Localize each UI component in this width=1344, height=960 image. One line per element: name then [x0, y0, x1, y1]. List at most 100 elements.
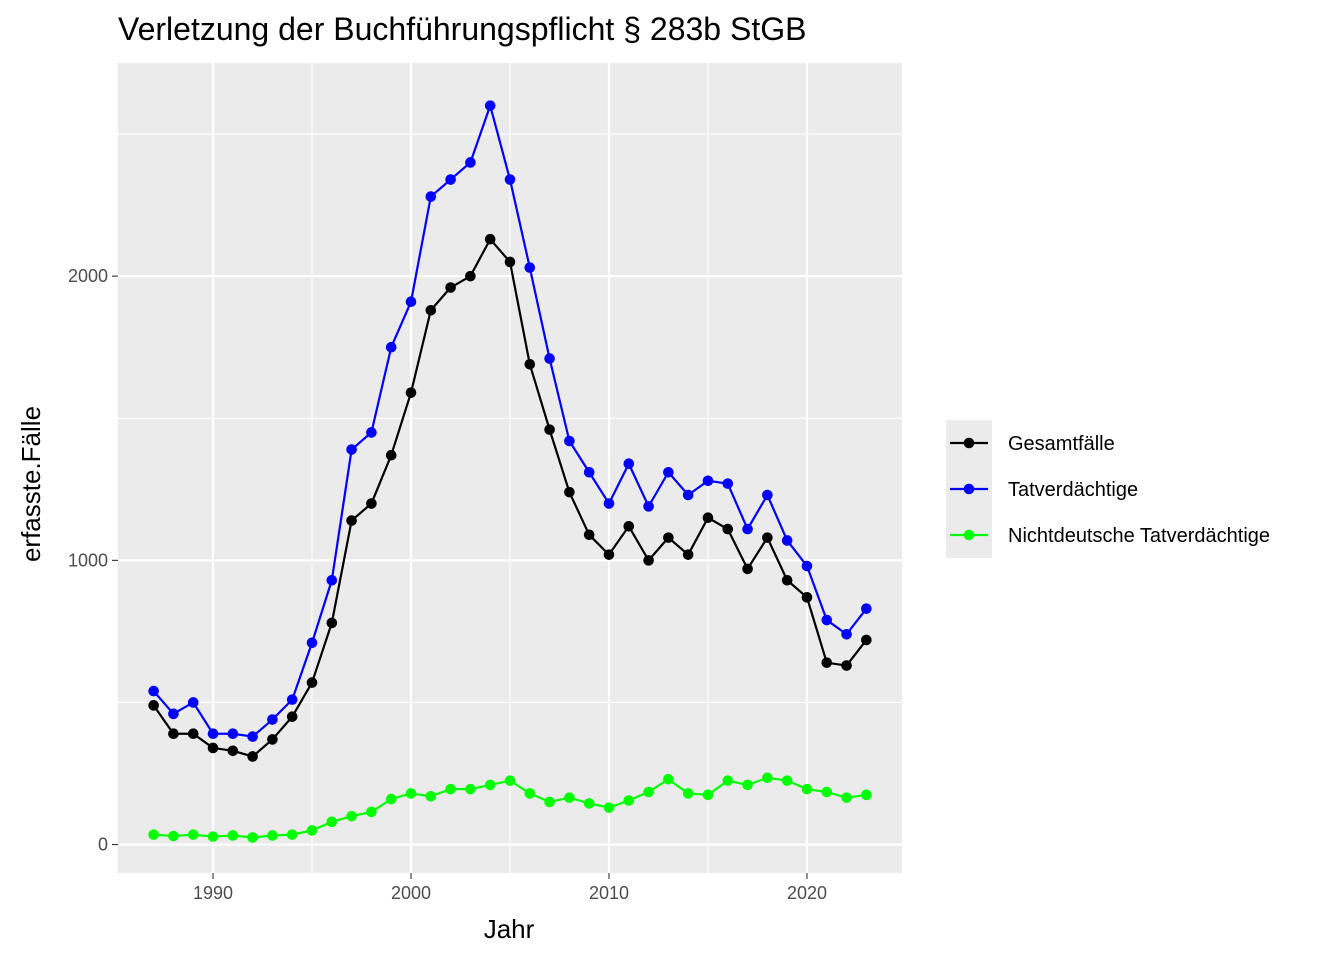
- data-point: [207, 831, 219, 842]
- data-point: [267, 714, 278, 725]
- legend-label: Tatverdächtige: [1008, 479, 1138, 501]
- data-point: [227, 745, 239, 757]
- axes: 0 1000 2000 1990 2000 2010 2020: [68, 266, 827, 903]
- x-tick-label: 2010: [589, 883, 629, 903]
- data-point: [484, 779, 496, 791]
- data-point: [564, 792, 575, 803]
- legend-key-point: [963, 437, 975, 449]
- legend-label: Nichtdeutsche Tatverdächtige: [1008, 525, 1270, 547]
- series-2: [148, 772, 872, 843]
- data-point: [564, 435, 575, 447]
- data-point: [524, 788, 536, 799]
- data-point: [564, 486, 575, 498]
- data-point: [306, 637, 318, 649]
- data-point: [465, 783, 476, 795]
- data-point: [742, 779, 753, 791]
- data-point: [227, 728, 239, 740]
- legend-item: Gesamtfälle: [946, 420, 1115, 466]
- legend: Gesamtfälle Tatverdächtige Nichtdeutsche T…: [946, 420, 1270, 558]
- data-point: [781, 574, 793, 586]
- data-point: [583, 798, 595, 809]
- data-point: [861, 634, 872, 646]
- data-point: [286, 711, 298, 722]
- data-point: [385, 341, 397, 353]
- data-point: [465, 157, 476, 168]
- data-point: [682, 489, 694, 501]
- data-point: [781, 535, 793, 546]
- data-point: [168, 830, 179, 842]
- y-tick-label: 2000: [68, 266, 108, 286]
- data-point: [267, 734, 278, 745]
- data-point: [801, 592, 813, 603]
- data-point: [861, 789, 872, 801]
- data-point: [742, 523, 753, 535]
- data-point: [623, 795, 635, 806]
- data-point: [148, 685, 159, 697]
- data-point: [544, 796, 555, 808]
- data-point: [187, 728, 199, 740]
- data-point: [841, 792, 852, 803]
- data-point: [623, 520, 635, 532]
- data-point: [722, 478, 734, 489]
- data-point: [286, 829, 298, 840]
- data-point: [148, 700, 159, 711]
- data-point: [643, 786, 654, 798]
- x-axis-title: Jahr: [484, 914, 535, 944]
- data-point: [247, 751, 258, 762]
- data-point: [583, 529, 595, 541]
- data-point: [583, 466, 595, 478]
- data-point: [643, 501, 654, 512]
- data-point: [247, 832, 258, 843]
- data-point: [306, 825, 318, 836]
- data-point: [207, 742, 219, 754]
- data-point: [544, 353, 555, 364]
- data-point: [821, 657, 833, 668]
- data-point: [801, 783, 813, 795]
- data-point: [366, 498, 377, 509]
- data-point: [425, 790, 437, 802]
- data-point: [346, 444, 357, 455]
- data-point: [445, 282, 456, 293]
- chart-title: Verletzung der Buchführungspflicht § 283…: [118, 11, 806, 47]
- data-point: [405, 788, 417, 799]
- data-point: [603, 802, 615, 813]
- data-point: [385, 449, 397, 461]
- data-point: [722, 775, 734, 786]
- data-point: [801, 560, 813, 572]
- data-point: [187, 829, 199, 840]
- data-point: [484, 100, 496, 111]
- y-tick-label: 0: [98, 835, 108, 855]
- series-1: [148, 100, 872, 742]
- data-point: [762, 772, 773, 784]
- data-point: [385, 793, 397, 805]
- data-point: [346, 515, 357, 526]
- data-point: [484, 233, 496, 245]
- data-point: [623, 458, 635, 470]
- data-point: [722, 523, 734, 535]
- data-point: [326, 574, 338, 586]
- data-point: [702, 789, 714, 801]
- data-point: [524, 262, 536, 273]
- y-axis-title: erfasste.Fälle: [16, 406, 46, 562]
- data-point: [762, 532, 773, 543]
- data-point: [504, 256, 516, 268]
- series-layer: [148, 100, 872, 843]
- data-point: [781, 775, 793, 786]
- grid-lines: [118, 63, 902, 873]
- data-point: [187, 697, 199, 708]
- data-point: [366, 427, 377, 438]
- data-point: [702, 512, 714, 524]
- data-point: [663, 466, 674, 478]
- data-point: [405, 296, 417, 308]
- data-point: [306, 677, 318, 688]
- data-point: [504, 174, 516, 185]
- data-point: [346, 810, 357, 822]
- data-point: [821, 786, 833, 798]
- data-point: [663, 773, 674, 785]
- data-point: [286, 694, 298, 705]
- data-point: [504, 775, 516, 786]
- data-point: [405, 387, 417, 398]
- legend-item: Tatverdächtige: [946, 466, 1138, 512]
- data-point: [465, 270, 476, 282]
